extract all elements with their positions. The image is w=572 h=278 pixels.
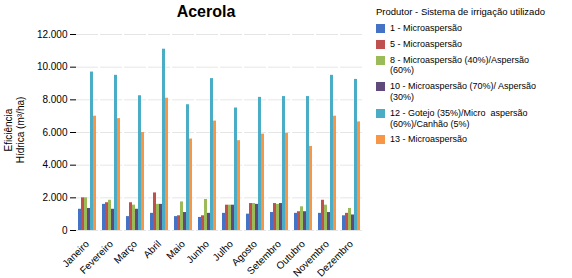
html-text:10 - Microaspersão (70%)/ Aspe: 10 - Microaspersão (70%)/ Aspersão (30%) — [390, 81, 537, 102]
html-text:1 - Microaspersão: 1 - Microaspersão — [390, 23, 462, 33]
html-text:Acerola: Acerola — [176, 3, 236, 20]
html-text:8 - Microaspersão (40%)/Aspers: 8 - Microaspersão (40%)/Aspersão (60%) — [390, 54, 530, 76]
svg-text:10.000: 10.000 — [37, 61, 68, 72]
html-text:5 - Microaspersão: 5 - Microaspersão — [390, 38, 462, 49]
svg-text:Março: Março — [112, 238, 140, 266]
svg-text:Dezembro: Dezembro — [315, 238, 356, 278]
svg-text:Maio: Maio — [164, 238, 188, 262]
svg-text:Outubro: Outubro — [273, 238, 308, 272]
svg-text:4.000: 4.000 — [42, 159, 67, 170]
svg-text:Junho: Junho — [184, 238, 211, 265]
html-text:Produtor - Sistema de irrigaçã: Produtor - Sistema de irrigação utilizad… — [376, 6, 545, 17]
svg-text:Janeiro: Janeiro — [60, 238, 92, 270]
svg-text:Fevereiro: Fevereiro — [78, 238, 116, 276]
svg-text:12.000: 12.000 — [37, 29, 68, 40]
html-text:12 - Gotejo (35%)/Micro aspers: 12 - Gotejo (35%)/Micro aspersão (60%)/C… — [390, 107, 528, 129]
svg-text:8.000: 8.000 — [42, 94, 67, 105]
svg-text:2.000: 2.000 — [42, 192, 67, 203]
svg-text:0: 0 — [62, 225, 68, 236]
html-text:13 - Microaspersão: 13 - Microaspersão — [390, 134, 467, 145]
svg-text:Julho: Julho — [210, 238, 236, 263]
svg-text:Agosto: Agosto — [229, 238, 260, 268]
html-text:Eficiência Hídrica (m³/ha): Eficiência Hídrica (m³/ha) — [2, 96, 25, 164]
svg-text:6.000: 6.000 — [42, 127, 67, 138]
svg-text:Abril: Abril — [141, 238, 163, 260]
svg-text:Setembro: Setembro — [245, 238, 284, 277]
